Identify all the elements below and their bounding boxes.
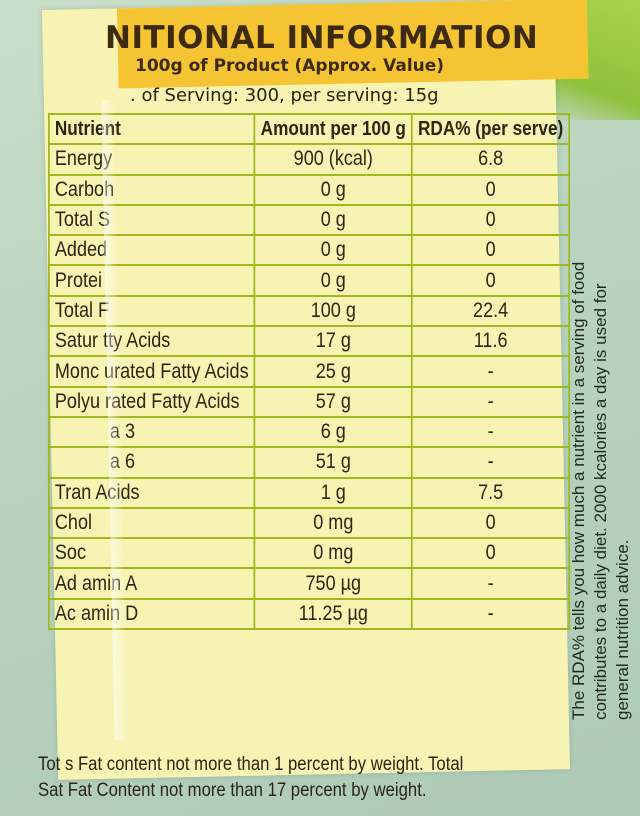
- rda-cell: -: [411, 446, 571, 479]
- table-header-row: Nutrient Amount per 100 g RDA% (per serv…: [47, 112, 571, 146]
- footnote: Tot s Fat content not more than 1 percen…: [38, 752, 463, 804]
- serving-line: . of Serving: 300, per serving: 15g: [130, 85, 439, 106]
- nutrient-cell: Carboh: [47, 173, 256, 206]
- rda-cell: 7.5: [411, 476, 571, 509]
- rda-cell: 0: [411, 234, 571, 267]
- amount-cell: 0 mg: [253, 506, 413, 540]
- rda-cell: -: [411, 597, 571, 631]
- amount-cell: 750 µg: [253, 567, 413, 600]
- table-row: Tran Acids 1 g 7.5: [47, 476, 571, 509]
- footnote-line-2: Sat Fat Content not more than 17 percent…: [38, 780, 427, 801]
- table-row: Total F 100 g 22.4: [47, 294, 571, 328]
- amount-cell: 17 g: [253, 325, 413, 358]
- rda-cell: 0: [411, 203, 571, 237]
- footnote-line-1: Tot s Fat content not more than 1 percen…: [38, 754, 464, 775]
- table-row: Ad amin A 750 µg -: [47, 567, 571, 600]
- header-nutrient: Nutrient: [47, 112, 256, 146]
- nutrient-cell: Protei: [47, 264, 256, 297]
- nutrition-table: Nutrient Amount per 100 g RDA% (per serv…: [47, 112, 571, 631]
- amount-cell: 51 g: [253, 446, 413, 479]
- nutrient-cell: a 6: [47, 446, 256, 479]
- label-title: NITIONAL INFORMATION: [105, 20, 539, 56]
- nutrient-cell: a 3: [47, 415, 256, 449]
- rda-cell: -: [411, 567, 571, 600]
- rda-cell: 22.4: [411, 294, 571, 328]
- header-amount: Amount per 100 g: [253, 112, 413, 146]
- nutrient-cell: Added: [47, 234, 256, 267]
- table-row: Soc 0 mg 0: [47, 537, 571, 570]
- nutrient-cell: Energy: [47, 143, 256, 176]
- nutrient-cell: Soc: [47, 537, 256, 570]
- table-row: Polyu rated Fatty Acids 57 g-: [47, 385, 571, 418]
- nutrient-cell: Polyu rated Fatty Acids: [47, 385, 256, 418]
- rda-side-note: The RDA% tells you how much a nutrient i…: [569, 261, 632, 720]
- nutrient-cell: Monc urated Fatty Acids: [47, 355, 256, 388]
- table-row: Monc urated Fatty Acids 25 g-: [47, 355, 571, 388]
- table-row: Ac amin D 11.25 µg -: [47, 597, 571, 631]
- rda-cell: 0: [411, 506, 571, 540]
- amount-cell: 900 (kcal): [253, 143, 413, 176]
- amount-cell: 0 g: [253, 173, 413, 206]
- rda-cell: -: [411, 385, 571, 418]
- amount-cell: 0 g: [253, 234, 413, 267]
- table-row: a 651 g-: [47, 446, 571, 479]
- nutrient-cell: Tran Acids: [47, 476, 256, 509]
- amount-cell: 0 g: [253, 203, 413, 237]
- header-rda: RDA% (per serve): [411, 112, 571, 146]
- rda-cell: 0: [411, 173, 571, 206]
- amount-cell: 6 g: [253, 415, 413, 449]
- table-row: Chol 0 mg 0: [47, 506, 571, 540]
- amount-cell: 0 g: [253, 264, 413, 297]
- rda-cell: 11.6: [411, 325, 571, 358]
- label-subtitle: 100g of Product (Approx. Value): [135, 56, 445, 76]
- nutrient-cell: Total F: [47, 294, 256, 328]
- amount-cell: 11.25 µg: [253, 597, 413, 631]
- rda-cell: -: [411, 415, 571, 449]
- nutrient-cell: Satur tty Acids: [47, 325, 256, 358]
- rda-cell: 0: [411, 264, 571, 297]
- amount-cell: 57 g: [253, 385, 413, 418]
- nutrient-cell: Total S: [47, 203, 256, 237]
- amount-cell: 100 g: [253, 294, 413, 328]
- amount-cell: 25 g: [253, 355, 413, 388]
- rda-cell: 0: [411, 537, 571, 570]
- nutrient-cell: Chol: [47, 506, 256, 540]
- rda-cell: -: [411, 355, 571, 388]
- nutrient-cell: Ac amin D: [47, 597, 256, 631]
- nutrient-cell: Ad amin A: [47, 567, 256, 600]
- amount-cell: 0 mg: [253, 537, 413, 570]
- rda-cell: 6.8: [411, 143, 571, 176]
- table-row: Energy 900 (kcal) 6.8: [47, 143, 571, 176]
- amount-cell: 1 g: [253, 476, 413, 509]
